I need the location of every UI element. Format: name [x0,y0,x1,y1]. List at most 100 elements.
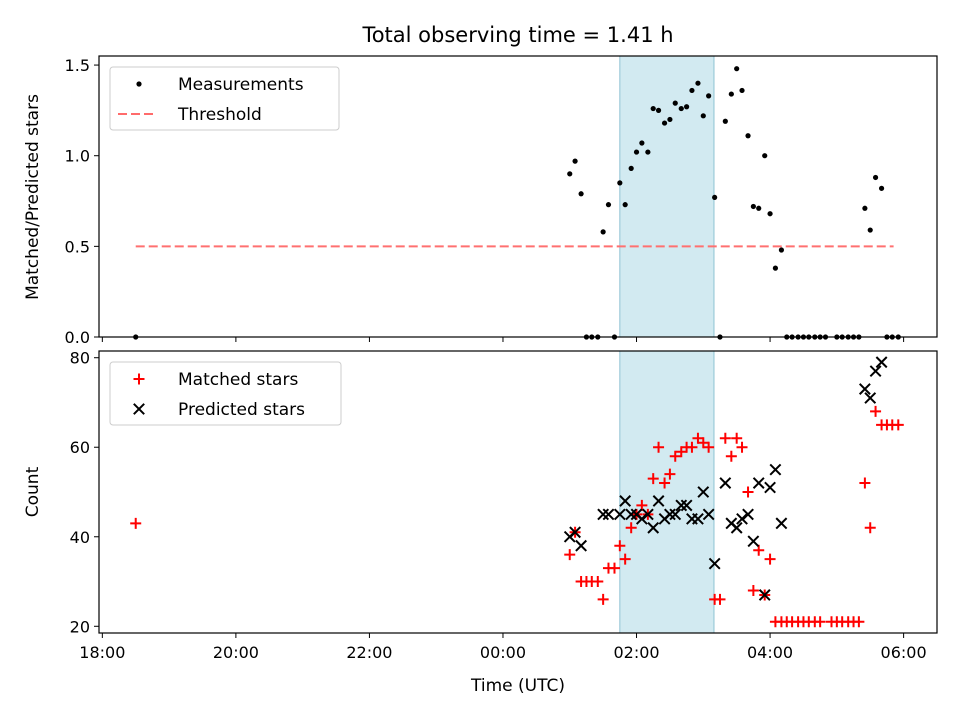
measurement-point [605,202,612,208]
predicted-star-point [669,508,682,521]
measurement-point [872,174,879,181]
matched-star-point [747,584,759,596]
x-axis-label: Time (UTC) [470,676,565,696]
matched-star-point [742,486,754,498]
measurement-point [712,194,718,201]
matched-star-point [614,540,626,552]
chart-title: Total observing time = 1.41 h [361,23,673,47]
measurement-point [667,116,673,123]
bottom-axes-frame [98,350,938,634]
predicted-star-point [764,481,776,494]
predicted-star-point [613,508,626,521]
predicted-star-point [641,508,654,521]
predicted-star-point [858,383,871,395]
predicted-star-point [692,512,704,525]
measurement-point [645,149,651,155]
matched-star-point [647,473,659,485]
top-y-axis-label: Matched/Predicted stars [23,94,43,300]
measurement-point [617,180,623,186]
measurement-point [695,80,701,86]
measurement-point [639,140,645,146]
top-y-tick-label: 0.5 [65,237,90,256]
legend-plus-swatch [133,373,145,385]
bottom-y-tick-label: 40 [70,528,90,547]
measurement-point [734,66,740,72]
measurement-point [622,202,628,208]
measurement-point [628,165,634,171]
measurement-point [756,205,762,211]
matched-star-point [853,616,865,628]
matched-star-point [130,517,142,529]
matched-star-point [669,450,681,462]
predicted-star-point [664,508,676,521]
matched-star-point [625,522,637,534]
predicted-star-point [869,365,882,378]
measurement-point [750,203,756,210]
top-panel: 0.0 0.5 1.0 1.5 Measurements Threshold [65,55,938,347]
top-shaded-span [619,55,715,338]
measurement-point [633,149,640,155]
matched-star-point [725,450,737,462]
predicted-star-point [575,539,588,552]
measurement-point [739,87,745,94]
predicted-star-point [635,512,648,525]
matched-star-point [714,593,726,605]
measurement-point [600,229,606,235]
predicted-star-point [742,508,754,521]
predicted-star-point [675,499,688,512]
matched-star-point [564,549,576,561]
matched-star-point [597,593,609,605]
predicted-star-point [702,508,715,521]
measurement-point [706,93,712,99]
matched-star-point [814,616,826,628]
measurement-point [862,205,868,211]
measurement-point [672,100,678,106]
bottom-series-0 [130,405,904,628]
predicted-star-point [736,512,748,525]
x-tick-label: 18:00 [79,643,125,662]
measurement-point [689,87,695,94]
bottom-y-tick-label: 60 [70,438,90,457]
predicted-star-point [647,521,660,534]
predicted-star-point [752,477,765,489]
matched-star-point [653,441,665,453]
measurement-point [661,120,668,126]
matched-star-point [703,441,715,453]
measurement-point [678,105,684,112]
x-tick-label: 04:00 [747,643,793,662]
predicted-star-point [602,508,615,521]
x-tick-label: 20:00 [213,643,259,662]
matched-star-point [664,468,676,480]
legend-dot-swatch [136,81,142,87]
measurement-point [684,104,690,110]
matched-star-point [870,405,882,417]
predicted-star-point [719,477,732,489]
matched-star-point [686,441,698,453]
measurement-point [650,105,656,112]
measurement-point [700,113,706,119]
measurement-point [572,158,578,164]
top-legend-box [109,66,340,131]
matched-star-point [753,544,765,556]
top-y-tick-label: 0.0 [65,328,90,347]
bottom-legend-box [109,361,342,426]
predicted-star-point [569,526,581,539]
predicted-star-point [875,356,888,369]
measurement-point [578,191,584,197]
top-axes-frame [98,55,938,338]
predicted-star-point [730,521,743,534]
predicted-star-point [697,486,710,498]
x-tick-label: 00:00 [480,643,526,662]
x-tick-label: 02:00 [613,643,659,662]
measurement-point [655,107,662,113]
matched-star-point [859,477,871,489]
bottom-y-tick-label: 20 [70,617,90,636]
measurement-point [778,247,785,253]
top-y-tick-label: 1.5 [65,56,90,75]
legend-label: Threshold [177,105,262,125]
measurement-point [867,227,873,233]
predicted-star-point [775,517,788,530]
predicted-star-point [769,463,782,476]
x-tick-label: 06:00 [881,643,927,662]
